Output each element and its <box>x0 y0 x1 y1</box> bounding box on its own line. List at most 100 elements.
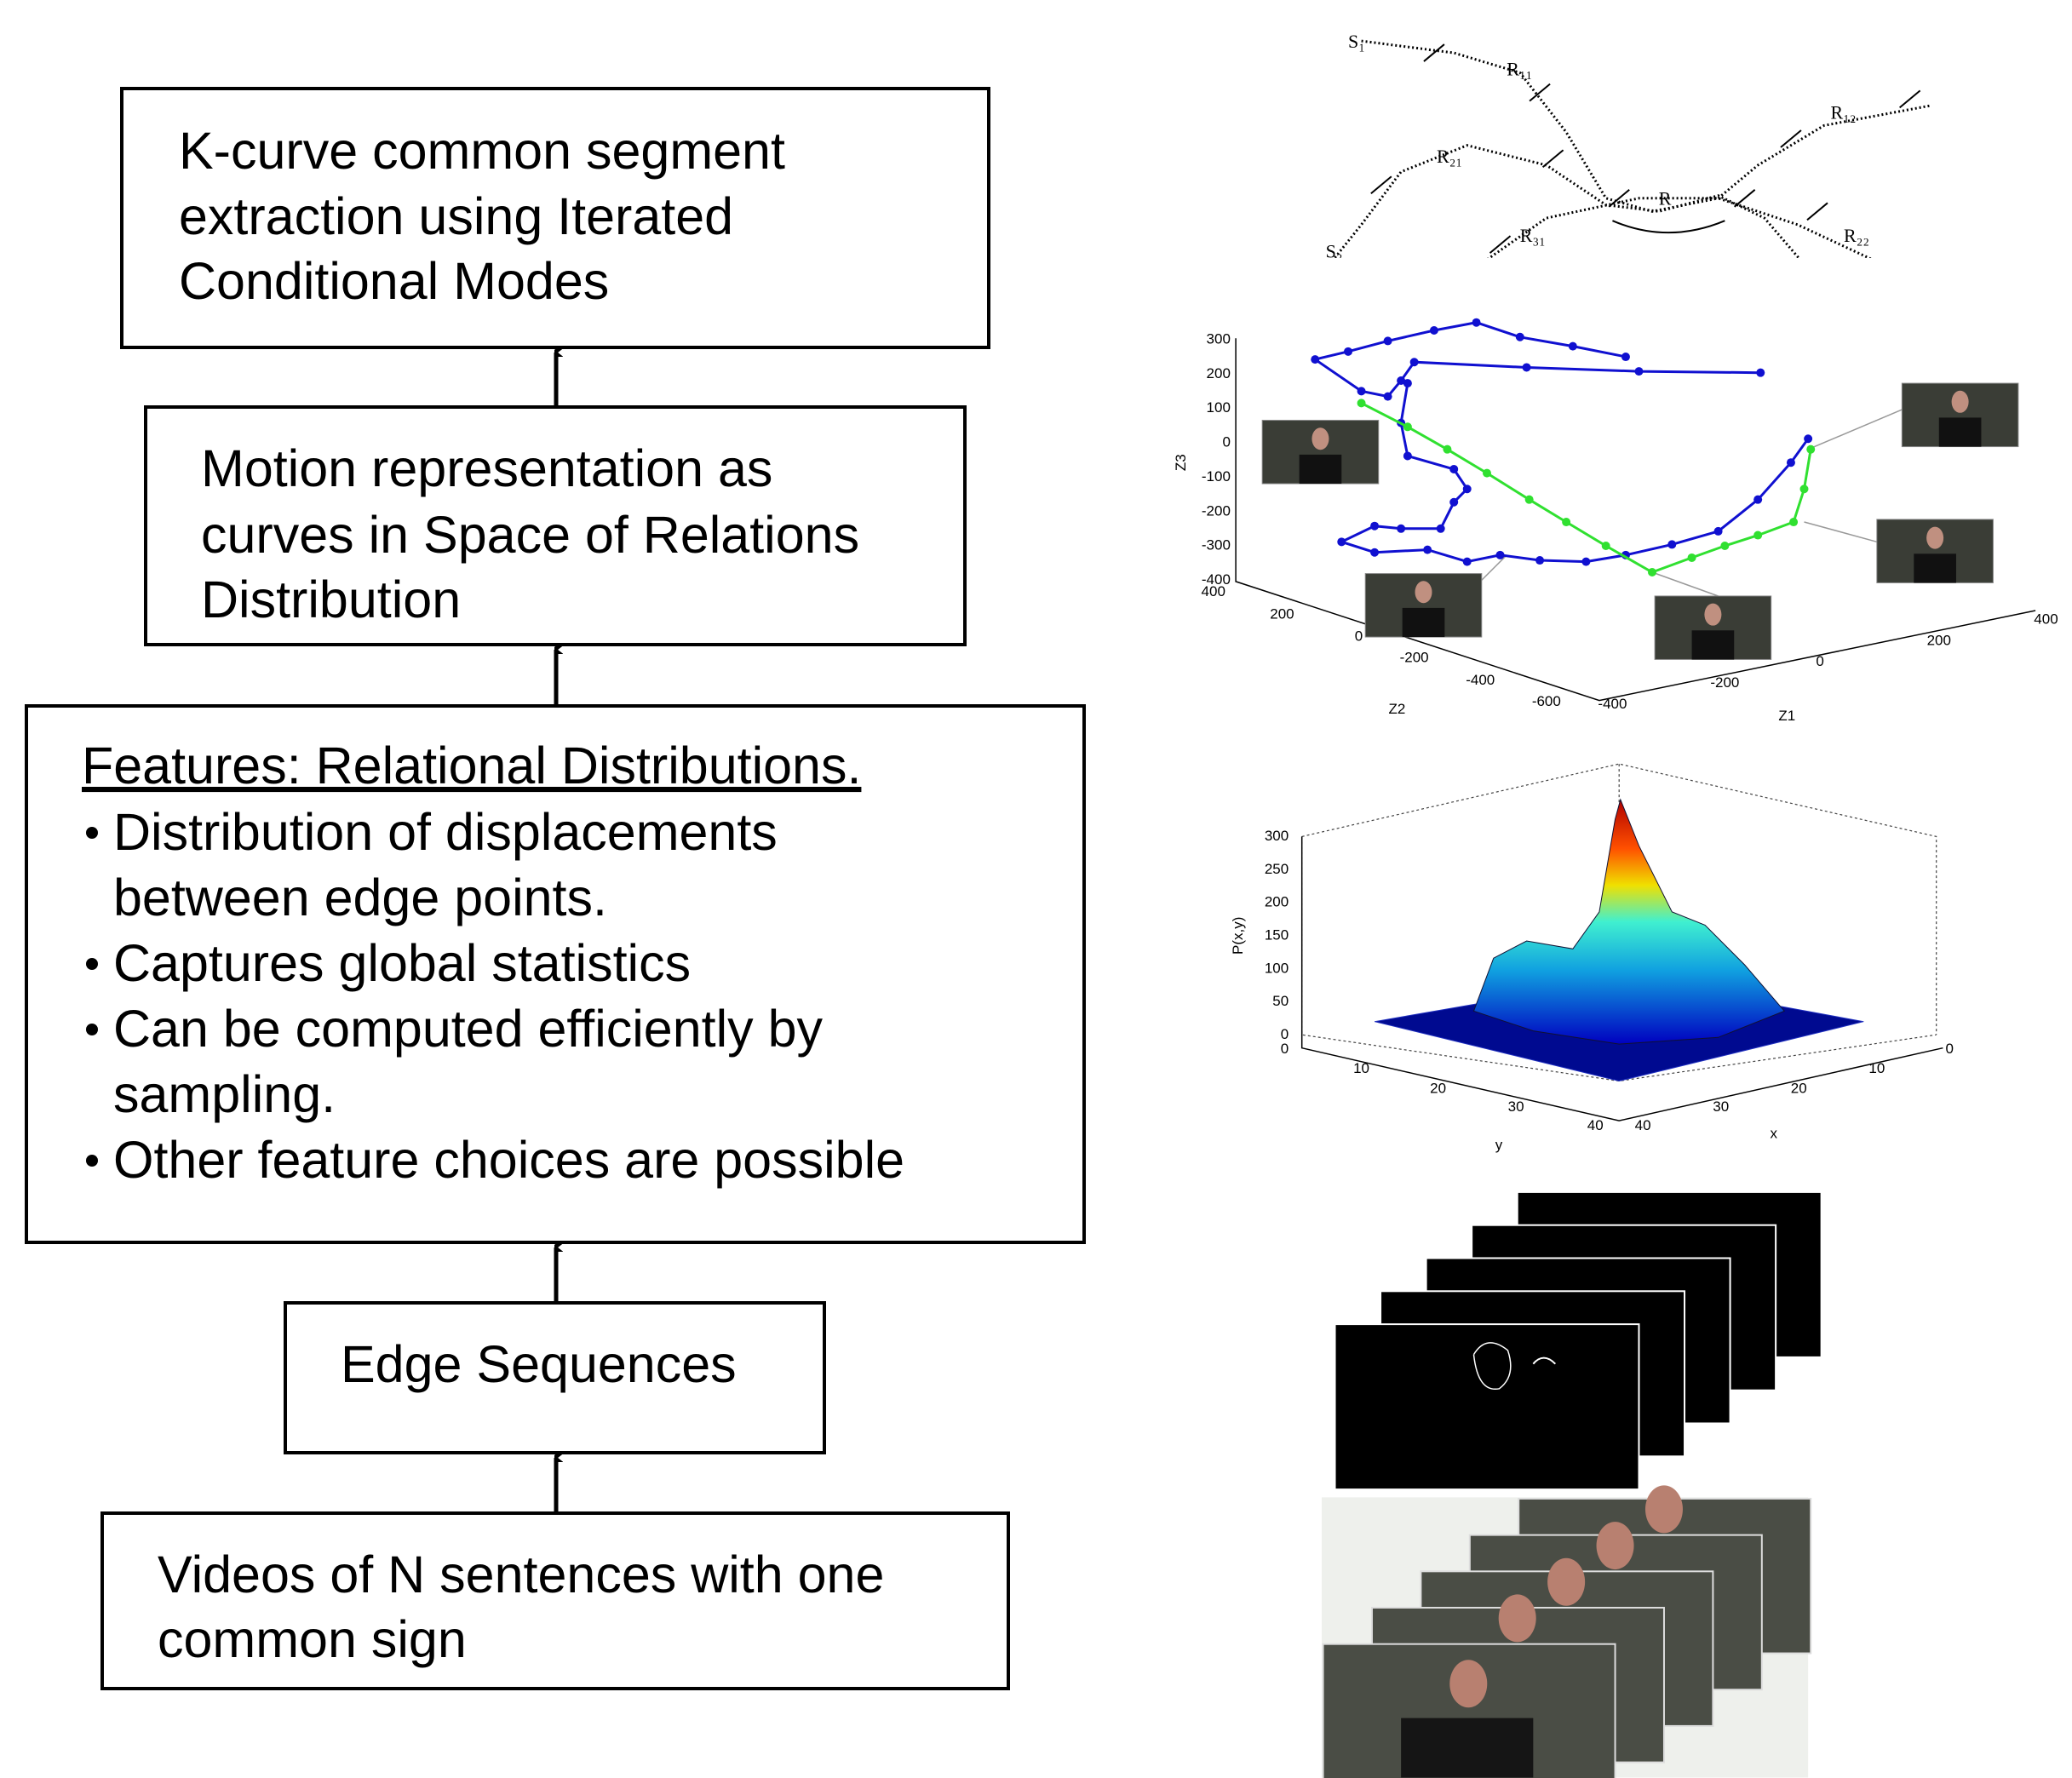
bullet-text: between edge points. <box>113 869 607 926</box>
trajectory-point <box>1344 347 1352 356</box>
thumbnail-face <box>1704 604 1721 626</box>
video-body <box>1401 1718 1533 1778</box>
trajectory-point <box>1806 445 1815 454</box>
trajectory-point <box>1370 522 1379 531</box>
tick-label: 0 <box>1281 1041 1289 1057</box>
thumbnail-body <box>1403 608 1445 637</box>
bullet-text: Distribution of displacements <box>113 803 778 861</box>
curve-figure: S₁R₁₁R₁₂R₂₁RR₃₁R₂₂S₂ <box>1326 31 1930 265</box>
surface <box>1474 800 1785 1044</box>
tick-label: 30 <box>1508 1098 1524 1115</box>
tick-label: 250 <box>1265 861 1289 877</box>
video-face <box>1645 1485 1683 1533</box>
tick-label: -200 <box>1400 650 1429 666</box>
box-text: Videos of N sentences with one <box>158 1546 884 1603</box>
bullet-text: sampling. <box>113 1065 336 1123</box>
trajectory-point <box>1634 367 1643 376</box>
thumbnail-face <box>1415 581 1432 603</box>
trajectory-point <box>1714 527 1723 536</box>
page: Features: Relational Distributions. S₁R₁… <box>0 0 2072 1778</box>
tick-label: -600 <box>1532 693 1561 709</box>
trajectory-point <box>1357 399 1366 407</box>
trajectory-point <box>1523 363 1531 371</box>
bullet-text: Captures global statistics <box>113 934 691 992</box>
trajectory-point <box>1753 496 1762 504</box>
bullet-dot <box>86 958 98 970</box>
dotted-curve <box>1335 146 1805 265</box>
connector <box>1652 572 1719 596</box>
tick-label: 200 <box>1207 365 1231 381</box>
trajectory-point <box>1581 558 1590 566</box>
box-text: Motion representation as <box>201 439 772 497</box>
thumbnail-body <box>1300 455 1342 484</box>
tick-label: 10 <box>1868 1060 1885 1076</box>
edge-frames <box>1335 1192 1822 1489</box>
trajectory-point <box>1449 498 1458 507</box>
trajectory-point <box>1756 369 1765 377</box>
tick-label: -100 <box>1202 468 1231 485</box>
curve-label: S₂ <box>1326 241 1343 262</box>
features-heading: Features: Relational Distributions. <box>82 737 861 794</box>
tick-label: -400 <box>1466 672 1495 688</box>
trajectory-point <box>1311 355 1319 364</box>
tick <box>1371 176 1392 193</box>
trajectory-point <box>1562 518 1570 526</box>
video-face <box>1449 1660 1487 1707</box>
tick <box>1609 190 1629 207</box>
curve-label: R <box>1659 188 1672 209</box>
edge-frame <box>1335 1324 1639 1489</box>
tick-label: 10 <box>1353 1060 1369 1076</box>
trajectory-point <box>1535 556 1544 565</box>
trajectory-plot: 3002001000-100-200-300-4004002000-200-40… <box>1173 318 2058 724</box>
trajectory-point <box>1804 434 1812 443</box>
bullet-text: Can be computed efficiently by <box>113 1000 824 1058</box>
tick-label: 100 <box>1265 960 1289 976</box>
curve-label: R₁₁ <box>1507 58 1532 79</box>
axis-label: y <box>1495 1137 1503 1153</box>
curve-label: R₃₁ <box>1520 225 1546 246</box>
trajectory-point <box>1437 525 1445 533</box>
figures: S₁R₁₁R₁₂R₂₁RR₃₁R₂₂S₂3002001000-100-200-3… <box>1173 31 2058 1778</box>
video-face <box>1499 1594 1536 1642</box>
trajectory-point <box>1753 531 1762 540</box>
tick-label: 40 <box>1635 1117 1651 1133</box>
trajectory-point <box>1621 353 1630 361</box>
trajectory-point <box>1410 358 1419 366</box>
trajectory-point <box>1384 336 1392 345</box>
tick-label: 0 <box>1945 1041 1953 1057</box>
trajectory-point <box>1787 458 1795 467</box>
trajectory-point <box>1496 551 1505 559</box>
trajectory <box>1315 323 1760 397</box>
tick-label: 400 <box>1202 583 1225 599</box>
tick <box>1900 90 1920 107</box>
box-text: K-curve common segment <box>179 122 785 180</box>
tick-label: 50 <box>1272 993 1289 1009</box>
box-text: curves in Space of Relations <box>201 506 859 564</box>
box-text: Conditional Modes <box>179 252 609 310</box>
box-text: Edge Sequences <box>341 1335 737 1393</box>
tick-label: -300 <box>1202 537 1231 553</box>
tick-label: 20 <box>1430 1081 1446 1097</box>
trajectory-point <box>1602 542 1610 550</box>
trajectory-point <box>1463 485 1472 493</box>
thumbnail-face <box>1312 427 1329 450</box>
bullet-text: Other feature choices are possible <box>113 1131 904 1189</box>
trajectory-point <box>1516 333 1524 341</box>
tick-label: 300 <box>1207 331 1231 347</box>
tick-label: 100 <box>1207 399 1231 416</box>
axis-label: P(x,y) <box>1230 917 1246 955</box>
trajectory-point <box>1688 553 1696 562</box>
axis-label: Z1 <box>1778 708 1795 724</box>
connector <box>1805 522 1877 542</box>
thumbnail-body <box>1692 630 1735 659</box>
tick-label: 0 <box>1222 434 1230 450</box>
tick <box>1807 203 1828 220</box>
tick-label: 40 <box>1587 1117 1604 1133</box>
thumbnail-face <box>1952 391 1969 413</box>
trajectory-point <box>1403 451 1412 460</box>
bullet-dot <box>86 1155 98 1167</box>
trajectory-point <box>1789 518 1798 526</box>
box-text: common sign <box>158 1610 467 1668</box>
tick <box>1543 150 1564 167</box>
